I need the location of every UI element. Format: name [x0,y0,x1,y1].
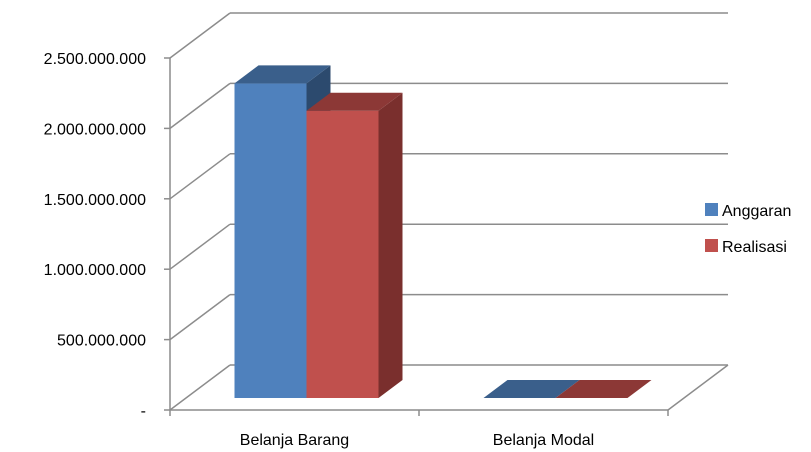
bar-side-face [378,92,403,398]
gridline-side [169,294,231,341]
legend: Anggaran Realisasi [705,203,791,256]
x-category-label: Belanja Barang [240,432,349,449]
legend-item-anggaran: Anggaran [705,203,791,220]
legend-item-realisasi: Realisasi [705,239,787,256]
y-tick-label: 2.500.000.000 [44,51,146,68]
bars [234,65,652,399]
gridline-side [169,364,231,411]
bar-top-face [306,92,403,111]
y-tick-label: 1.500.000.000 [44,192,146,209]
bar-top-face [483,380,580,398]
gridline-side [169,223,231,270]
bar-realisasi-1 [555,380,652,398]
floor-right-edge [667,364,729,411]
legend-label: Anggaran [722,203,791,220]
legend-swatch [705,239,718,252]
gridline-side [169,82,231,129]
bar-anggaran-1 [483,380,580,398]
x-axis-category-labels: Belanja Barang Belanja Modal [169,410,669,449]
y-axis-tick-labels: - 500.000.000 1.000.000.000 1.500.000.000 2.… [44,51,170,420]
bar-top-face [555,380,652,398]
bar-top-face [234,65,331,84]
y-tick-label: 2.000.000.000 [44,121,146,138]
gridline-side [169,153,231,200]
y-tick-label: - [141,403,146,420]
x-category-label: Belanja Modal [493,432,594,449]
bar-front-face [234,83,307,399]
legend-label: Realisasi [722,239,787,256]
bar-realisasi-0 [306,92,403,398]
legend-swatch [705,203,718,216]
y-tick-label: 500.000.000 [57,333,146,350]
gridline-side [169,12,231,59]
bar-front-face [306,110,379,398]
y-tick-label: 1.000.000.000 [44,262,146,279]
